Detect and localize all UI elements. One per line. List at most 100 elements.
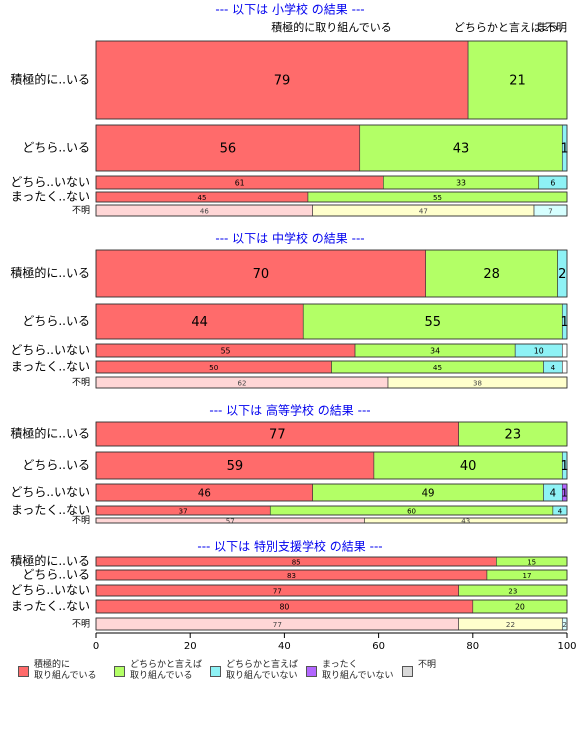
bar-frame xyxy=(95,376,568,389)
data-label: 43 xyxy=(453,142,470,157)
legend-swatch-somewhat-not xyxy=(210,666,221,677)
bar-segment-somewhat xyxy=(302,303,563,340)
x-tick-label: 100 xyxy=(557,641,576,652)
row-label: 積極的に..いる xyxy=(10,553,90,568)
bar-frame xyxy=(95,451,568,480)
legend-label-somewhat-not: どちらかと言えば 取り組んでいない xyxy=(226,660,299,681)
data-label: 49 xyxy=(422,489,435,500)
data-label: 62 xyxy=(238,380,247,388)
bar-frame xyxy=(95,556,568,567)
row-label: どちら..いる xyxy=(22,314,90,328)
legend-label-somewhat: どちらかと言えば 取り組んでいる xyxy=(130,660,203,681)
data-label: 40 xyxy=(460,459,477,474)
row-label: 積極的に..いる xyxy=(10,265,90,280)
data-label: 61 xyxy=(235,179,245,188)
panel-title: --- 以下は 小学校 の結果 --- xyxy=(215,2,364,17)
data-label: 2 xyxy=(558,267,566,282)
bar-frame xyxy=(95,505,568,516)
data-label: 17 xyxy=(523,572,532,580)
bar-segment-somewhat xyxy=(425,249,558,298)
row-label: どちら..いる xyxy=(22,458,90,472)
data-label: 4 xyxy=(551,363,556,372)
data-label: 47 xyxy=(419,208,428,216)
bar-segment-strong xyxy=(95,451,375,480)
data-label: 1 xyxy=(561,142,569,157)
data-label: 22 xyxy=(506,620,515,629)
bar-frame xyxy=(95,569,568,581)
data-label: 28 xyxy=(483,267,500,282)
row-label: まったく..ない xyxy=(11,190,90,204)
data-label: 46 xyxy=(198,489,211,500)
panel-title: --- 以下は 高等学校 の結果 --- xyxy=(209,403,370,418)
bar-segment-somewhat xyxy=(373,451,563,480)
bar-frame xyxy=(95,421,568,447)
data-label: 79 xyxy=(274,74,291,89)
data-label: 55 xyxy=(221,347,231,356)
legend-label-strong: 積極的に 取り組んでいる xyxy=(34,660,97,681)
data-label: 37 xyxy=(179,508,188,516)
data-label: 7 xyxy=(548,208,552,216)
bar-frame xyxy=(95,40,568,120)
data-label: 70 xyxy=(253,267,270,282)
data-label: 34 xyxy=(430,347,440,356)
data-label: 21 xyxy=(509,74,526,89)
row-label: まったく..ない xyxy=(11,360,90,374)
bar-frame xyxy=(95,191,568,203)
legend-swatch-strong xyxy=(18,666,29,677)
data-label: 80 xyxy=(279,603,289,612)
data-label: 33 xyxy=(456,179,466,188)
bar-segment-strong xyxy=(95,40,469,120)
bar-frame xyxy=(95,517,568,524)
header-label-1: どちらかと言えば… xyxy=(454,21,553,34)
panel-title: --- 以下は 特別支援学校 の結果 --- xyxy=(197,539,382,554)
bar-frame xyxy=(95,483,568,502)
bar-frame xyxy=(95,204,568,217)
bar-frame xyxy=(95,360,568,374)
header-label-3: 不明 xyxy=(545,21,567,34)
row-label: どちら..いる xyxy=(22,568,90,582)
bar-segment-strong xyxy=(95,421,459,447)
data-label: 6 xyxy=(550,179,555,188)
bar-frame xyxy=(95,617,568,631)
data-label: 10 xyxy=(534,347,544,356)
data-label: 20 xyxy=(515,603,525,612)
row-label: 不明 xyxy=(72,205,90,216)
data-label: 15 xyxy=(527,559,536,567)
legend-swatch-not-at-all xyxy=(306,666,317,677)
data-label: 4 xyxy=(558,508,563,516)
header-label-2: まっ. xyxy=(537,21,562,34)
legend-swatch-somewhat xyxy=(114,666,125,677)
data-label: 83 xyxy=(287,572,296,580)
data-label: 55 xyxy=(433,194,442,202)
bar-segment-strong xyxy=(95,303,304,340)
data-label: 45 xyxy=(198,194,207,202)
panel-title: --- 以下は 中学校 の結果 --- xyxy=(215,231,364,246)
data-label: 2 xyxy=(562,620,567,629)
bar-frame xyxy=(95,303,568,340)
bar-frame xyxy=(95,175,568,190)
row-label: 積極的に..いる xyxy=(10,72,90,87)
row-label: 不明 xyxy=(72,619,90,630)
chart-legend: 積極的に 取り組んでいる どちらかと言えば 取り組んでいる どちらかと言えば 取… xyxy=(18,660,578,694)
bar-frame xyxy=(95,599,568,614)
bar-frame xyxy=(95,124,568,172)
row-label: どちら..いない xyxy=(10,343,90,357)
row-label: まったく..ない xyxy=(11,503,90,517)
data-label: 4 xyxy=(550,489,556,500)
row-label: 不明 xyxy=(72,377,90,388)
row-label: どちら..いない xyxy=(10,583,90,597)
data-label: 57 xyxy=(226,518,235,526)
data-label: 1 xyxy=(561,459,569,474)
x-tick-label: 80 xyxy=(466,641,479,652)
data-label: 55 xyxy=(424,315,441,330)
data-label: 60 xyxy=(407,508,416,516)
row-label: どちら..いない xyxy=(10,175,90,189)
data-label: 1 xyxy=(561,315,569,330)
data-label: 56 xyxy=(220,142,237,157)
data-label: 77 xyxy=(273,588,282,596)
header-label-0: 積極的に取り組んでいる xyxy=(271,20,391,34)
data-label: 59 xyxy=(227,459,244,474)
bar-frame xyxy=(95,249,568,298)
